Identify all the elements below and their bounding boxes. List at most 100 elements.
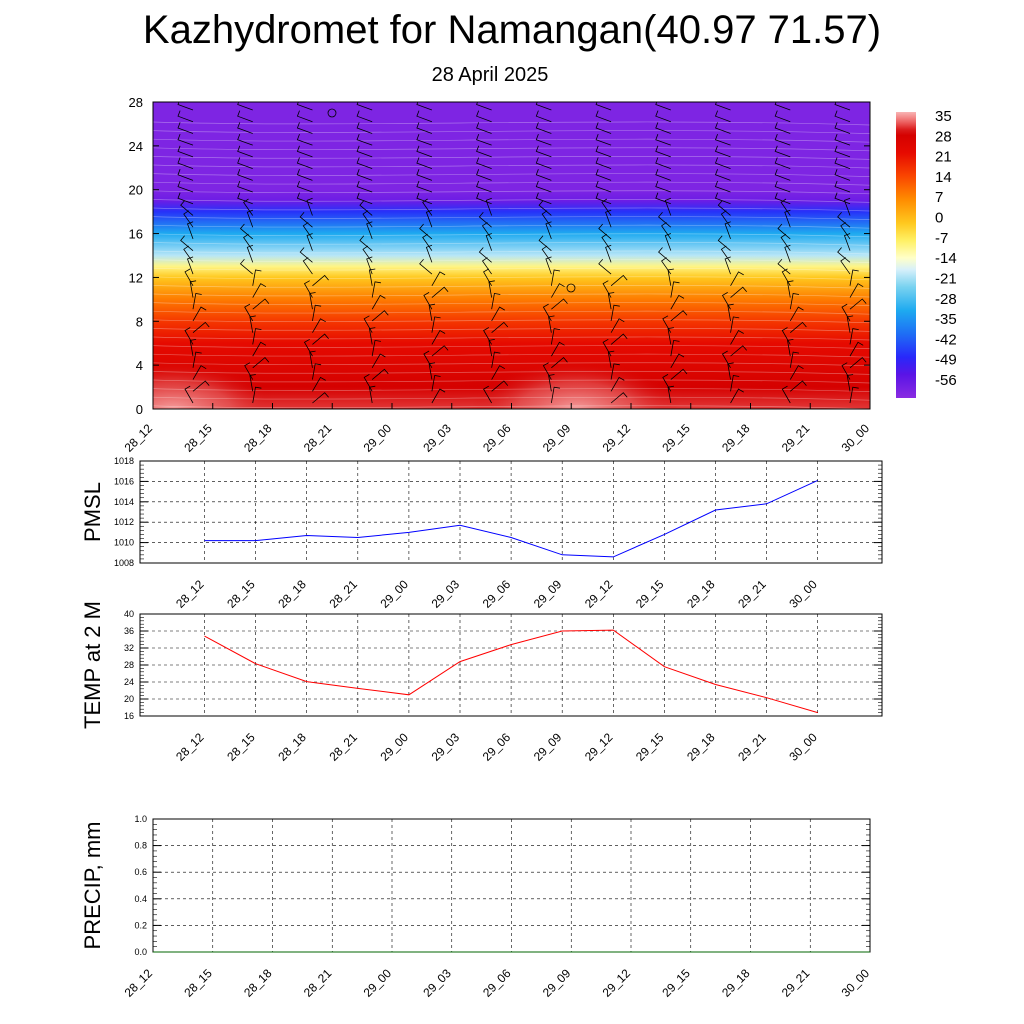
colorbar-label: -56 [935,372,957,389]
wind-barb [368,268,376,286]
wind-barb [774,157,791,169]
wind-barb [431,388,446,404]
wind-barb [664,233,672,251]
x-tick-label: 28_15 [224,730,258,764]
wind-barb [535,180,552,193]
wind-barb [595,180,612,193]
wind-barb [366,256,373,275]
wind-barb [787,280,794,298]
wind-barb [419,258,433,275]
wind-barb [306,197,313,216]
wind-barb [312,376,326,392]
wind-barb [483,385,492,404]
wind-barb [356,169,373,181]
contour-line [153,207,870,212]
wind-barb [249,315,256,333]
wind-barb [595,157,612,169]
wind-barb [717,200,731,216]
wind-barb [177,169,194,181]
wind-barb [309,350,316,368]
wind-barb [789,365,804,380]
wind-barb [237,133,253,146]
wind-barb [177,102,194,111]
wind-barb [239,223,253,240]
chart-subtitle: 28 April 2025 [431,64,549,86]
wind-barb [717,235,731,251]
cross-section-panel: 0 4 8 12 16 20 24 28 28_12 28_15 28_18 28_21 29_00 29… [122,95,873,455]
wind-barb [784,209,791,228]
wind-barb [192,321,210,333]
wind-barb [356,145,373,158]
wind-barb [777,258,791,275]
y-tick-label: 0.6 [134,867,147,877]
wind-barb [849,357,867,369]
wind-barb [730,388,744,404]
wind-barb [834,102,851,111]
contour-line [153,388,870,392]
contour-line [153,156,870,160]
wind-barb [184,268,194,286]
wind-barb [790,321,807,333]
wind-barb [545,221,552,240]
wind-barb [419,223,433,240]
wind-barb [730,329,744,345]
wind-barb [177,122,194,134]
colorbar-label: -49 [935,352,957,369]
wind-barb [598,258,612,275]
contour-line [153,121,870,126]
wind-barb [595,122,612,134]
wind-barb [849,386,859,404]
wind-barb [834,133,851,146]
wind-barb [192,365,207,380]
wind-barb [303,338,313,357]
wind-barb [237,145,253,158]
y-tick-label: 1012 [114,517,134,527]
colorbar-gradient [896,112,916,398]
wind-barb [727,362,734,380]
wind-barb [790,380,807,392]
wind-barb [670,281,680,298]
wind-barb [416,133,433,146]
x-tick-label: 29_03 [420,966,454,1000]
y-tick-label: 20 [129,183,143,198]
wind-barb [774,180,791,193]
wind-barb [535,145,552,158]
contour-line [153,319,870,324]
y-tick-label: 40 [124,609,134,619]
wind-barb [431,316,441,333]
wind-barb [670,368,688,380]
wind-barb [483,268,492,287]
wind-barb [252,341,267,357]
x-tick-label: 29_03 [420,421,454,455]
wind-barb [774,102,791,111]
wind-barb [834,145,851,158]
wind-barb [605,244,612,263]
wind-barb [655,102,671,111]
x-tick-label: 28_18 [275,577,309,611]
calm-wind-marker [327,108,337,118]
wind-barb [371,310,389,322]
wind-barb [252,328,262,345]
y-tick-label: 1014 [114,497,134,507]
wind-barb [548,374,555,392]
wind-barb [431,375,441,392]
wind-barb [252,283,267,298]
x-tick-label: 29_21 [735,730,769,764]
wind-barb [849,298,867,310]
wind-barb [545,256,552,275]
wind-barb [658,212,672,228]
wind-barb [296,110,313,123]
x-tick-label: 29_09 [540,421,574,455]
wind-barb [309,292,316,310]
x-tick-label: 28_15 [181,966,215,1000]
y-tick-label: 20 [124,694,134,704]
wind-barb [312,392,329,404]
x-tick-label: 30_00 [839,966,873,1000]
x-tick-label: 30_00 [839,421,873,455]
x-tick-label: 29_15 [633,730,667,764]
wind-barb [550,386,561,404]
y-tick-label: 0.2 [134,920,147,930]
wind-barb [296,133,313,146]
y-tick-label: 0.0 [134,947,147,957]
